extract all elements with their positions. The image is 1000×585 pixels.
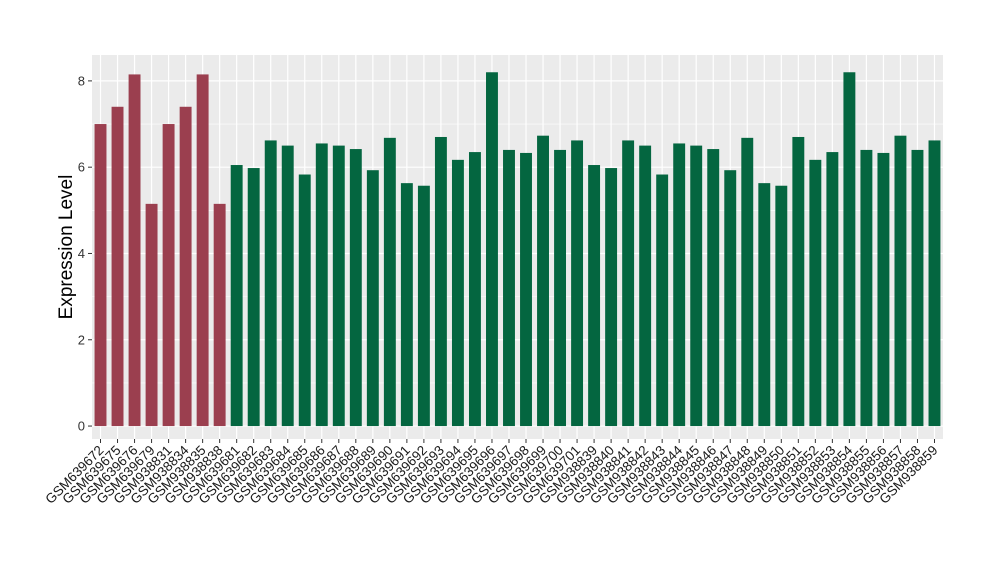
- y-axis-title: Expression Level: [56, 175, 77, 320]
- bar: [928, 140, 941, 427]
- bar: [809, 159, 822, 427]
- bar: [196, 74, 209, 427]
- bar: [315, 143, 328, 427]
- bar: [383, 137, 396, 427]
- bar: [111, 106, 124, 427]
- bar: [571, 140, 584, 427]
- bar: [520, 152, 532, 427]
- bar: [179, 106, 192, 427]
- bar: [486, 72, 498, 427]
- bar: [894, 135, 907, 427]
- x-axis: GSM639672GSM639675GSM639676GSM639679GSM9…: [42, 439, 941, 507]
- bar: [707, 149, 720, 427]
- bar: [843, 72, 856, 427]
- bar-layer: [94, 72, 941, 427]
- bar: [128, 74, 141, 427]
- y-axis: 0 2 4 6 8: [78, 73, 92, 434]
- bar: [145, 203, 158, 427]
- bar: [298, 174, 311, 427]
- bar: [724, 170, 737, 427]
- bar: [94, 124, 107, 427]
- bar: [264, 140, 277, 427]
- bar: [775, 185, 788, 427]
- bar: [366, 170, 379, 427]
- bar: [656, 174, 669, 427]
- bar: [537, 135, 549, 427]
- bar: [434, 136, 447, 427]
- bar: [588, 165, 601, 427]
- bar: [230, 165, 243, 427]
- bar: [690, 145, 703, 427]
- bar: [622, 140, 635, 427]
- bar: [332, 145, 345, 427]
- bar: [503, 149, 515, 427]
- bar: [860, 149, 873, 427]
- bar: [877, 152, 890, 427]
- y-tick-label: 6: [78, 160, 85, 175]
- bar: [911, 149, 924, 427]
- bar: [758, 183, 771, 427]
- bar: [554, 149, 567, 427]
- y-tick-label: 4: [78, 246, 85, 261]
- bar: [417, 185, 430, 427]
- bar: [639, 145, 652, 427]
- bar: [826, 152, 839, 427]
- bar: [349, 149, 362, 427]
- y-tick-label: 8: [78, 73, 85, 88]
- bar: [213, 203, 226, 427]
- y-tick-label: 2: [78, 332, 85, 347]
- bar: [792, 136, 805, 427]
- bar: [400, 183, 413, 427]
- bar: [162, 124, 175, 427]
- bar: [247, 168, 260, 427]
- y-tick-label: 0: [78, 419, 85, 434]
- bar: [605, 168, 618, 427]
- bar: [468, 152, 481, 427]
- bar: [673, 143, 686, 427]
- bar: [741, 137, 754, 427]
- bar: [281, 145, 294, 427]
- bar: [451, 159, 464, 427]
